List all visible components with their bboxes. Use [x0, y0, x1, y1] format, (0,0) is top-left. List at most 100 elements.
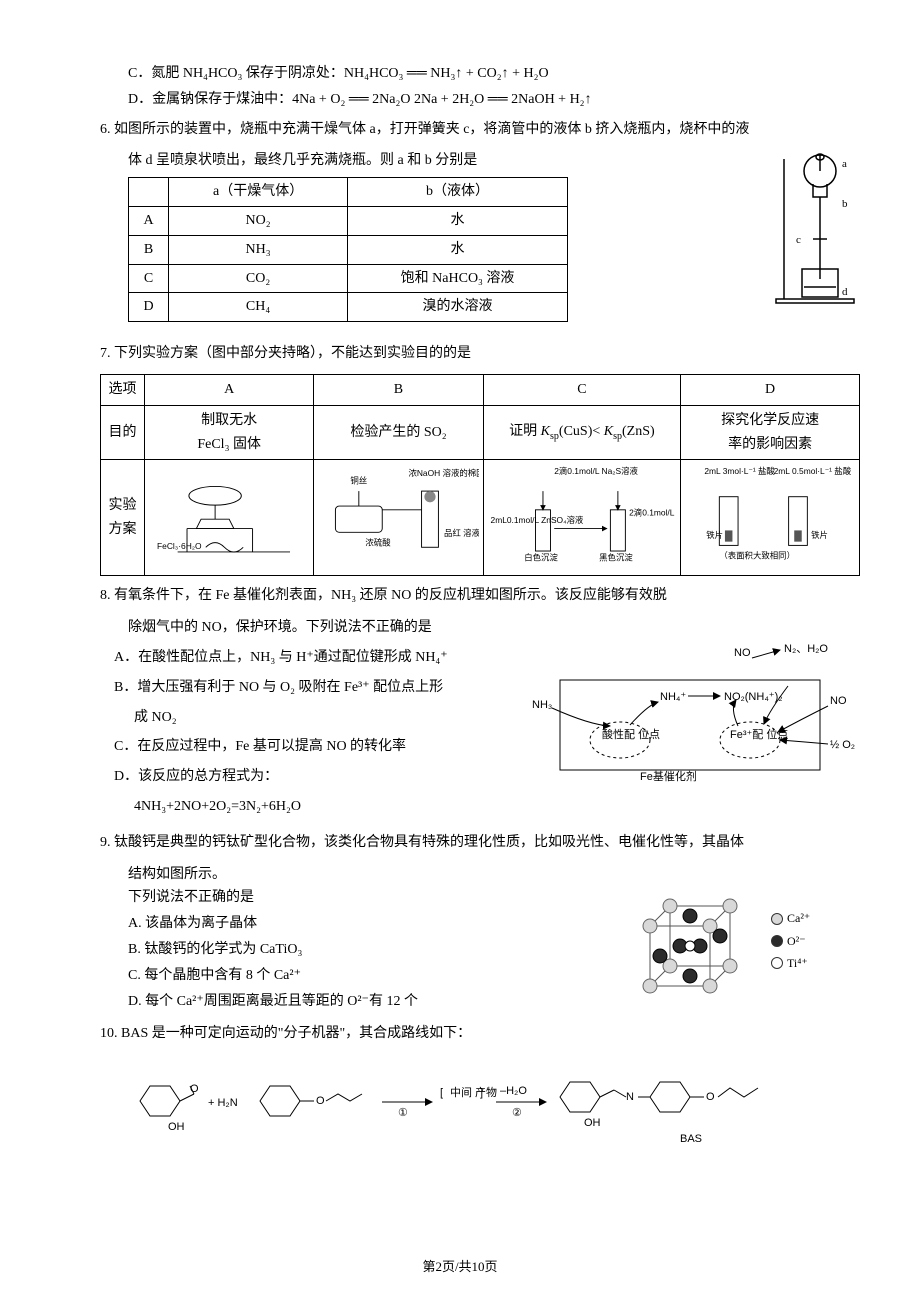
svg-text:O: O: [316, 1095, 325, 1107]
q6-stem-line1: 6. 如图所示的装置中，烧瓶中充满干燥气体 a，打开弹簧夹 c，将滴管中的液体 …: [100, 118, 860, 142]
q9-option-c: C. 每个晶胞中含有 8 个 Ca²⁺: [128, 964, 602, 988]
svg-text:NO₂(NH₄⁺)₂: NO₂(NH₄⁺)₂: [724, 691, 783, 703]
q7-purpose-c: 证明 Ksp(CuS)< Ksp(ZnS): [483, 405, 681, 460]
q6-r1c1: NH₃: [169, 235, 348, 264]
svg-text:品红 溶液: 品红 溶液: [444, 528, 478, 538]
q9-option-d: D. 每个 Ca²⁺周围距离最近且等距的 O²⁻有 12 个: [128, 990, 602, 1014]
q9-crystal-figure: Ca²⁺ O²⁻ Ti⁴⁺: [620, 886, 860, 1016]
q7-scheme-b: 铜丝 浓NaOH 溶液的棉团 浓硫酸 品红 溶液: [314, 460, 483, 576]
svg-text:c: c: [796, 234, 801, 246]
q8-option-a: A．在酸性配位点上，NH₃ 与 H⁺通过配位键形成 NH₄⁺: [114, 646, 518, 670]
q7-h3: C: [483, 374, 681, 405]
q6-r0c2: 水: [348, 206, 568, 235]
legend-o: O²⁻: [787, 931, 806, 951]
q7-table: 选项 A B C D 目的 制取无水 FeCl₃ 固体 检验产生的 SO₂ 证明…: [100, 374, 860, 576]
q6-r2c2: 饱和 NaHCO₃ 溶液: [348, 264, 568, 293]
q8-stem-line1: 8. 有氧条件下，在 Fe 基催化剂表面，NH₃ 还原 NO 的反应机理如图所示…: [100, 584, 860, 608]
svg-text:NO: NO: [734, 647, 751, 659]
svg-text:+ H₂N: + H₂N: [208, 1097, 238, 1109]
q7-h4: D: [681, 374, 860, 405]
svg-text:白色沉淀: 白色沉淀: [524, 553, 558, 563]
q6-r1c2: 水: [348, 235, 568, 264]
svg-text:①: ①: [398, 1107, 408, 1119]
svg-text:Fe基催化剂: Fe基催化剂: [640, 769, 697, 783]
svg-text:浓硫酸: 浓硫酸: [366, 538, 392, 548]
q7-h2: B: [314, 374, 483, 405]
svg-text:b: b: [842, 198, 848, 210]
q6-stem-line2: 体 d 呈喷泉状喷出，最终几乎充满烧瓶。则 a 和 b 分别是: [100, 149, 568, 173]
q7-scheme-label: 实验方案: [101, 460, 145, 576]
svg-text:O: O: [706, 1091, 715, 1103]
q7-purpose-a: 制取无水 FeCl₃ 固体: [145, 405, 314, 460]
svg-text:酸性配 位点: 酸性配 位点: [602, 727, 660, 741]
q7-stem: 7. 下列实验方案（图中部分夹持略），不能达到实验目的的是: [100, 342, 860, 366]
q6-r1c0: B: [129, 235, 169, 264]
q5-option-c: C．氮肥 NH₄HCO₃ 保存于阴凉处：NH₄HCO₃ ══ NH₃↑ + CO…: [128, 62, 860, 86]
q6-r2c1: CO₂: [169, 264, 348, 293]
q8-option-c: C．在反应过程中，Fe 基可以提高 NO 的转化率: [114, 735, 518, 759]
svg-text:d: d: [842, 286, 848, 298]
svg-text:2滴0.1mol/L CuSO₄溶液: 2滴0.1mol/L CuSO₄溶液: [629, 508, 676, 518]
svg-text:2mL 3mol·L⁻¹ 盐酸: 2mL 3mol·L⁻¹ 盐酸: [705, 467, 776, 477]
svg-text:NH₃: NH₃: [532, 699, 552, 711]
svg-text:Fe³⁺配 位点: Fe³⁺配 位点: [730, 727, 788, 741]
q8-mechanism-diagram: 酸性配 位点 Fe³⁺配 位点 Fe基催化剂 NH₃ NH₄⁺ NO₂(NH₄⁺…: [530, 640, 860, 825]
svg-text:2滴0.1mol/L Na₂S溶液: 2滴0.1mol/L Na₂S溶液: [554, 467, 638, 477]
q8-option-b1: B．增大压强有利于 NO 与 O₂ 吸附在 Fe³⁺ 配位点上形: [114, 676, 518, 700]
q8-stem-line2: 除烟气中的 NO，保护环境。下列说法不正确的是: [100, 616, 860, 640]
q8-option-b2: 成 NO₂: [134, 706, 518, 730]
q9-option-a: A. 该晶体为离子晶体: [128, 912, 602, 936]
q9-stem-line2: 结构如图所示。: [100, 863, 860, 887]
svg-text:NH₄⁺: NH₄⁺: [660, 691, 686, 703]
svg-text:②: ②: [512, 1107, 522, 1119]
q6-r0c0: A: [129, 206, 169, 235]
q7-scheme-a: FeCl₃·6H₂O: [145, 460, 314, 576]
svg-text:N: N: [626, 1091, 634, 1103]
q7-purpose-b: 检验产生的 SO₂: [314, 405, 483, 460]
q7-purpose-d: 探究化学反应速 率的影响因素: [681, 405, 860, 460]
q6-apparatus-icon: a b c d: [770, 149, 860, 309]
q6-r3c1: CH₄: [169, 293, 348, 322]
svg-text:浓NaOH 溶液的棉团: 浓NaOH 溶液的棉团: [409, 468, 479, 478]
svg-text:BAS: BAS: [680, 1133, 702, 1145]
page-footer: 第2页/共10页: [0, 1256, 920, 1278]
q7-h0: 选项: [101, 374, 145, 405]
q8-option-d-eq: 4NH₃+2NO+2O₂=3N₂+6H₂O: [134, 795, 518, 819]
svg-text:铁片: 铁片: [706, 530, 723, 540]
q5-option-d: D．金属钠保存于煤油中：4Na + O₂ ══ 2Na₂O 2Na + 2H₂O…: [128, 88, 860, 112]
q7-scheme-c: 2滴0.1mol/L Na₂S溶液 2mL0.1mol/L ZnSO₄溶液 2滴…: [483, 460, 681, 576]
svg-text:a: a: [842, 158, 847, 170]
q8-option-d: D．该反应的总方程式为：: [114, 765, 518, 789]
svg-text:2mL0.1mol/L ZnSO₄溶液: 2mL0.1mol/L ZnSO₄溶液: [490, 515, 583, 525]
q6-th-2: b（液体）: [348, 178, 568, 207]
q6-r2c0: C: [129, 264, 169, 293]
svg-text:OH: OH: [168, 1121, 185, 1133]
svg-text:铁片: 铁片: [811, 530, 828, 540]
q7-purpose-label: 目的: [101, 405, 145, 460]
q7-scheme-d: 2mL 3mol·L⁻¹ 盐酸 2mL 0.5mol·L⁻¹ 盐酸 铁片 铁片 …: [681, 460, 860, 576]
svg-text:黑色沉淀: 黑色沉淀: [599, 553, 633, 563]
q10-route-diagram: O OH + H₂N O ① [ 中间 产物 ] –H₂O ② OH N O: [100, 1056, 860, 1175]
q10-stem: 10. BAS 是一种可定向运动的"分子机器"，其合成路线如下：: [100, 1022, 860, 1046]
q6-r0c1: NO₂: [169, 206, 348, 235]
q9-stem-line3: 下列说法不正确的是: [100, 886, 602, 910]
svg-text:OH: OH: [584, 1117, 601, 1129]
q6-table: a（干燥气体） b（液体） ANO₂水 BNH₃水 CCO₂饱和 NaHCO₃ …: [128, 177, 568, 322]
svg-text:[: [: [440, 1087, 443, 1099]
svg-text:NO: NO: [830, 695, 847, 707]
q6-r3c0: D: [129, 293, 169, 322]
svg-text:]: ]: [480, 1087, 483, 1099]
legend-ti: Ti⁴⁺: [787, 953, 808, 973]
svg-text:FeCl₃·6H₂O: FeCl₃·6H₂O: [157, 542, 202, 552]
svg-text:½ O₂: ½ O₂: [830, 739, 855, 751]
svg-text:（表面积大致相同）: （表面积大致相同）: [720, 551, 796, 561]
q6-th-1: a（干燥气体）: [169, 178, 348, 207]
q9-option-b: B. 钛酸钙的化学式为 CaTiO₃: [128, 938, 602, 962]
svg-text:–H₂O: –H₂O: [500, 1085, 527, 1097]
svg-text:N₂、H₂O: N₂、H₂O: [784, 643, 828, 655]
svg-text:2mL 0.5mol·L⁻¹ 盐酸: 2mL 0.5mol·L⁻¹ 盐酸: [774, 467, 852, 477]
q7-h1: A: [145, 374, 314, 405]
legend-ca: Ca²⁺: [787, 908, 810, 928]
svg-text:铜丝: 铜丝: [351, 476, 368, 486]
q6-th-0: [129, 178, 169, 207]
